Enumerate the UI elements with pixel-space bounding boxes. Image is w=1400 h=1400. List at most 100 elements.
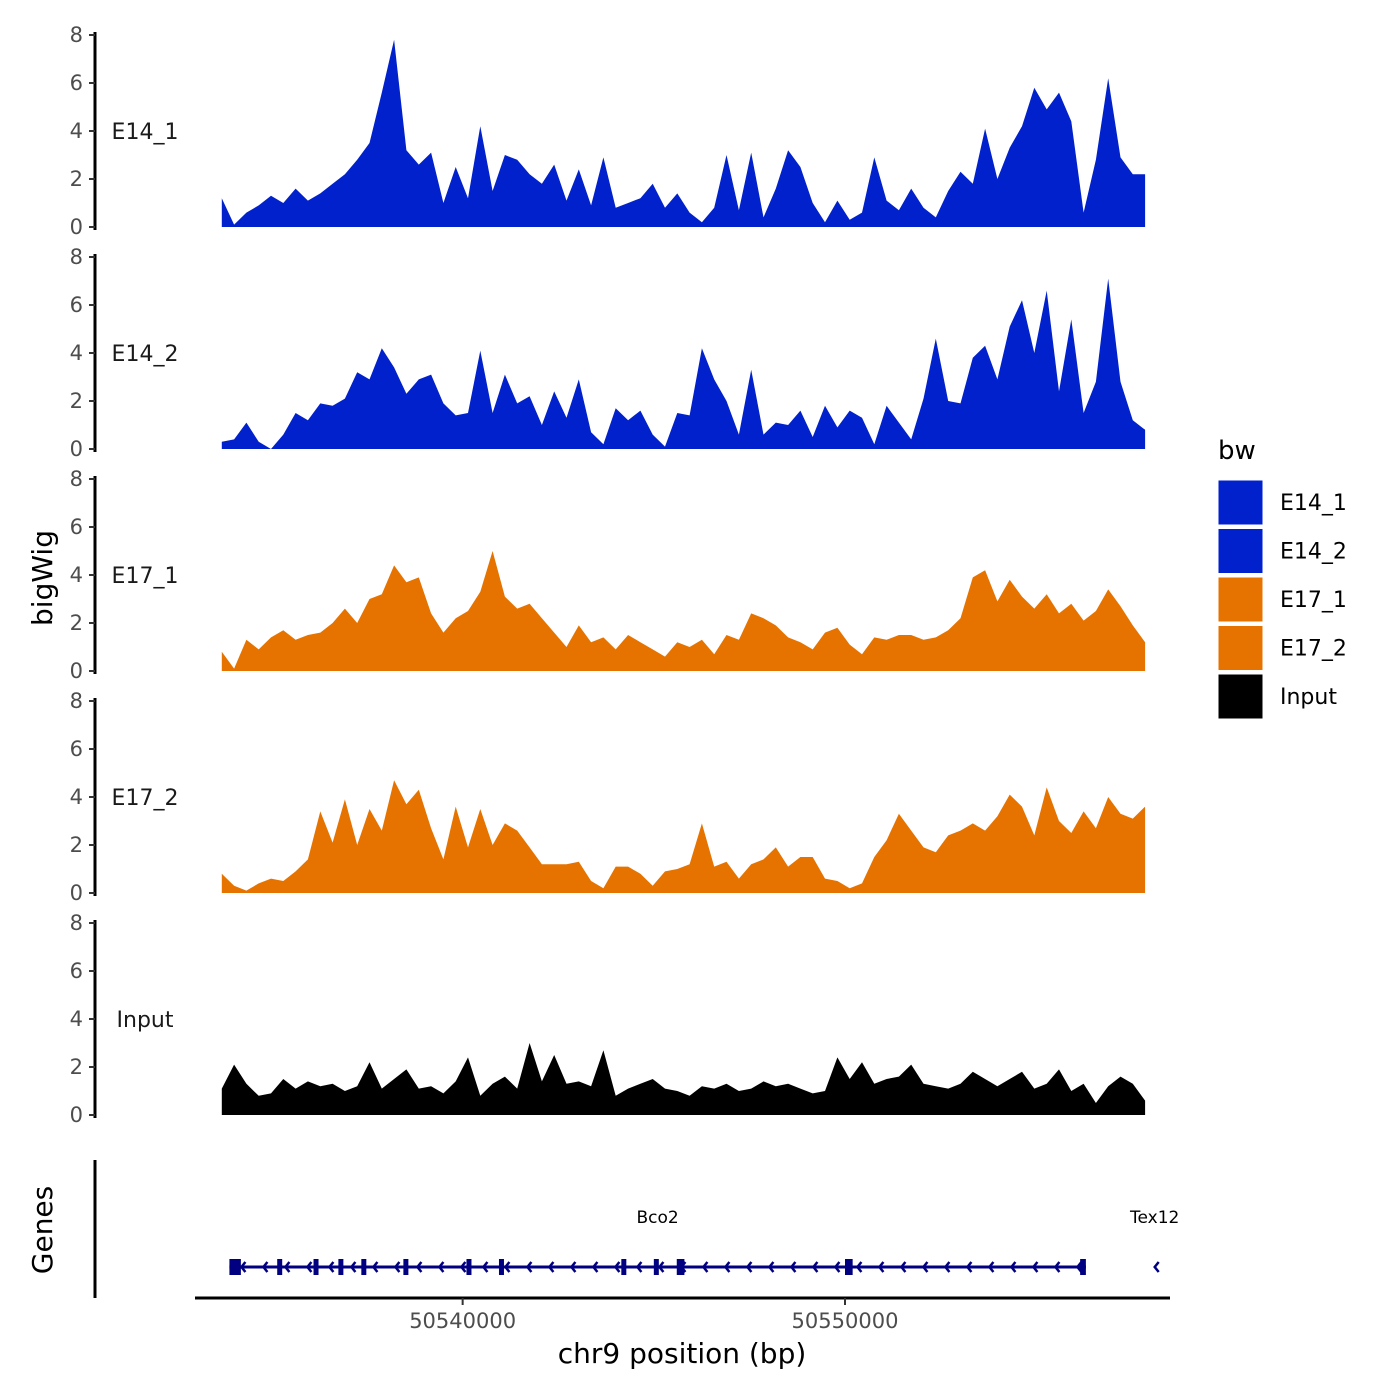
panel-label: E14_2 bbox=[112, 342, 179, 367]
y-tick-label: 4 bbox=[70, 785, 83, 809]
panel-label: E17_1 bbox=[112, 564, 179, 589]
exon bbox=[361, 1259, 367, 1275]
strand-chevron bbox=[349, 1261, 357, 1273]
strand-chevron bbox=[305, 1261, 313, 1273]
series-area-e17-1 bbox=[221, 551, 1146, 671]
legend-label: E14_1 bbox=[1280, 491, 1347, 516]
legend-swatch bbox=[1217, 673, 1264, 720]
y-tick-label: 6 bbox=[70, 737, 83, 761]
strand-chevron bbox=[547, 1261, 555, 1273]
strand-chevron bbox=[635, 1261, 643, 1273]
y-tick-label: 6 bbox=[70, 71, 83, 95]
genes-track: Bco2 Tex12 bbox=[93, 1160, 1179, 1298]
y-tick-label: 0 bbox=[70, 659, 83, 683]
y-tick-label: 8 bbox=[70, 23, 83, 47]
strand-chevron bbox=[569, 1261, 577, 1273]
strand-chevron bbox=[503, 1261, 511, 1273]
strand-chevron bbox=[525, 1261, 533, 1273]
strand-chevron bbox=[921, 1261, 929, 1273]
exon bbox=[277, 1259, 283, 1275]
y-tick-label: 6 bbox=[70, 959, 83, 983]
legend-item-input: Input bbox=[1217, 673, 1337, 720]
gene-label: Bco2 bbox=[637, 1208, 679, 1228]
genes-axis-title: Genes bbox=[26, 1186, 59, 1274]
strand-chevron bbox=[415, 1261, 423, 1273]
panel-label: E14_1 bbox=[112, 120, 179, 145]
series-area-e14-2 bbox=[221, 278, 1146, 449]
strand-chevron bbox=[965, 1261, 973, 1273]
y-tick-label: 4 bbox=[70, 341, 83, 365]
strand-chevron bbox=[899, 1261, 907, 1273]
y-tick-label: 0 bbox=[70, 437, 83, 461]
legend-item-e17-1: E17_1 bbox=[1217, 576, 1347, 623]
legend-label: E17_2 bbox=[1280, 637, 1347, 662]
strand-chevron bbox=[745, 1261, 753, 1273]
panel-label: E17_2 bbox=[112, 786, 179, 811]
y-tick-label: 2 bbox=[70, 833, 83, 857]
y-tick-label: 0 bbox=[70, 881, 83, 905]
strand-chevron bbox=[987, 1261, 995, 1273]
y-tick-label: 8 bbox=[70, 911, 83, 935]
strand-chevron bbox=[327, 1261, 335, 1273]
panel-e17-1: 0 2 4 6 8 E17_1 bbox=[70, 467, 1146, 683]
panel-e14-2: 0 2 4 6 8 E14_2 bbox=[70, 245, 1146, 461]
gene-label: Tex12 bbox=[1129, 1208, 1179, 1228]
y-tick-label: 4 bbox=[70, 1007, 83, 1031]
strand-chevron bbox=[1075, 1261, 1083, 1273]
y-tick-label: 4 bbox=[70, 563, 83, 587]
strand-chevron bbox=[943, 1261, 951, 1273]
strand-chevron bbox=[811, 1261, 819, 1273]
exon bbox=[653, 1259, 659, 1275]
legend: bw E14_1 E14_2 E17_1 E17_2 Input bbox=[1217, 436, 1347, 720]
legend-swatch bbox=[1217, 576, 1264, 623]
exon bbox=[498, 1259, 504, 1275]
strand-chevron bbox=[657, 1261, 665, 1273]
x-tick-label: 50550000 bbox=[792, 1309, 899, 1333]
exon bbox=[466, 1259, 472, 1275]
strand-chevron bbox=[789, 1261, 797, 1273]
legend-swatch bbox=[1217, 479, 1264, 526]
y-tick-label: 2 bbox=[70, 1055, 83, 1079]
exon bbox=[313, 1259, 319, 1275]
legend-item-e14-1: E14_1 bbox=[1217, 479, 1347, 526]
x-tick-label: 50540000 bbox=[409, 1309, 516, 1333]
exon bbox=[229, 1259, 241, 1275]
legend-item-e14-2: E14_2 bbox=[1217, 528, 1347, 574]
series-area-e17-2 bbox=[221, 780, 1146, 893]
gene-bco2: Bco2 bbox=[229, 1208, 1086, 1275]
y-tick-label: 6 bbox=[70, 515, 83, 539]
exon bbox=[845, 1259, 853, 1275]
strand-chevron bbox=[1153, 1261, 1160, 1273]
strand-chevron bbox=[459, 1261, 467, 1273]
y-tick-label: 8 bbox=[70, 245, 83, 269]
y-tick-label: 2 bbox=[70, 167, 83, 191]
strand-chevron bbox=[613, 1261, 621, 1273]
legend-label: Input bbox=[1280, 685, 1337, 710]
y-tick-label: 6 bbox=[70, 293, 83, 317]
y-axis-title: bigWig bbox=[26, 530, 59, 626]
panel-label: Input bbox=[117, 1008, 174, 1033]
legend-swatch bbox=[1217, 625, 1264, 671]
exon bbox=[621, 1259, 627, 1275]
series-area-e14-1 bbox=[221, 39, 1146, 227]
exon bbox=[676, 1259, 685, 1275]
y-tick-label: 2 bbox=[70, 389, 83, 413]
strand-chevron bbox=[371, 1261, 379, 1273]
exon bbox=[1080, 1259, 1086, 1275]
strand-chevron bbox=[261, 1261, 269, 1273]
exon bbox=[338, 1259, 344, 1275]
y-tick-label: 8 bbox=[70, 467, 83, 491]
y-tick-label: 4 bbox=[70, 119, 83, 143]
strand-chevron bbox=[1053, 1261, 1061, 1273]
strand-chevron bbox=[833, 1261, 841, 1273]
legend-item-e17-2: E17_2 bbox=[1217, 625, 1347, 671]
strand-chevron bbox=[1009, 1261, 1017, 1273]
y-tick-label: 2 bbox=[70, 611, 83, 635]
y-tick-label: 8 bbox=[70, 689, 83, 713]
strand-chevron bbox=[591, 1261, 599, 1273]
strand-chevron bbox=[767, 1261, 775, 1273]
strand-chevron bbox=[877, 1261, 885, 1273]
x-axis: 50540000 50550000 bbox=[195, 1296, 1170, 1333]
